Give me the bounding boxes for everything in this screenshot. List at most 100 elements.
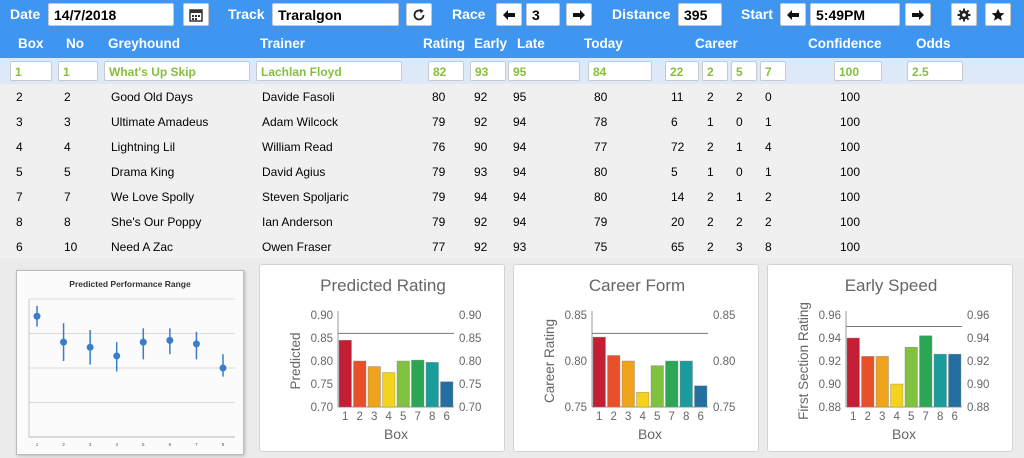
calendar-button[interactable] — [183, 3, 209, 26]
start-prev-button[interactable] — [780, 3, 806, 26]
cell-early: 92 — [474, 240, 488, 254]
header-early[interactable]: Early — [474, 36, 508, 51]
header-no[interactable]: No — [66, 36, 84, 51]
table-row[interactable]: 8 8 She's Our Poppy Ian Anderson 79 92 9… — [0, 209, 1024, 234]
cell-career-thirds: 4 — [765, 140, 772, 154]
cell-late: 94 — [513, 165, 527, 179]
selected-confidence-field[interactable]: 100 — [834, 61, 882, 81]
x-tick-label: 1 — [596, 411, 602, 423]
track-label: Track — [228, 6, 265, 22]
x-tick-label: 4 — [640, 411, 647, 423]
range-point — [166, 336, 174, 344]
start-time-input[interactable]: 5:49PM — [810, 3, 900, 26]
header-today[interactable]: Today — [584, 36, 623, 51]
header-box[interactable]: Box — [18, 36, 44, 51]
cell-confidence: 100 — [840, 140, 861, 154]
race-next-button[interactable] — [566, 3, 592, 26]
cell-confidence: 100 — [840, 190, 861, 204]
header-rating[interactable]: Rating — [423, 36, 465, 51]
y-tick-label-left: 0.90 — [819, 379, 841, 391]
range-point — [33, 312, 41, 320]
cell-greyhound: We Love Spolly — [111, 190, 195, 204]
cell-career-thirds: 2 — [765, 215, 772, 229]
chart-title: Predicted Performance Range — [69, 279, 191, 289]
bar — [607, 355, 621, 408]
range-point — [86, 343, 94, 351]
selected-greyhound-field[interactable]: What's Up Skip — [104, 61, 250, 81]
x-tick-label: 6 — [444, 411, 450, 423]
distance-label: Distance — [612, 6, 671, 22]
bar — [665, 360, 679, 408]
cell-trainer: Owen Fraser — [262, 240, 332, 254]
bar — [636, 392, 650, 408]
header-greyhound[interactable]: Greyhound — [108, 36, 181, 51]
selected-career-seconds-field[interactable]: 5 — [731, 61, 757, 81]
bar — [904, 346, 918, 408]
y-tick-label-left: 0.88 — [819, 402, 841, 414]
refresh-button[interactable] — [406, 3, 432, 26]
selected-trainer-field[interactable]: Lachlan Floyd — [256, 61, 402, 81]
race-prev-button[interactable] — [496, 3, 522, 26]
selected-career-thirds-field[interactable]: 7 — [760, 61, 786, 81]
header-career[interactable]: Career — [695, 36, 738, 51]
cell-career-wins: 2 — [707, 215, 714, 229]
settings-button[interactable] — [951, 3, 977, 26]
selected-early-field[interactable]: 93 — [470, 61, 506, 81]
x-tick-label: 6 — [698, 411, 704, 423]
y-tick-label-right: 0.96 — [967, 310, 989, 322]
cell-career-wins: 2 — [707, 140, 714, 154]
x-tick-label: 5 — [908, 411, 914, 423]
table-row[interactable]: 6 10 Need A Zac Owen Fraser 77 92 93 75 … — [0, 234, 1024, 259]
cell-career-starts: 14 — [671, 190, 685, 204]
cell-early: 92 — [474, 115, 488, 129]
cell-career-wins: 2 — [707, 240, 714, 254]
header-confidence[interactable]: Confidence — [808, 36, 882, 51]
x-tick-label: 7 — [669, 411, 675, 423]
header-late[interactable]: Late — [517, 36, 545, 51]
distance-input[interactable]: 395 — [678, 3, 722, 26]
header-trainer[interactable]: Trainer — [260, 36, 306, 51]
y-tick-label-left: 0.92 — [819, 356, 841, 368]
header-odds[interactable]: Odds — [916, 36, 951, 51]
cell-career-starts: 72 — [671, 140, 685, 154]
x-tick-label: 3 — [625, 411, 631, 423]
selected-no-field[interactable]: 1 — [58, 61, 98, 81]
cell-box: 2 — [16, 90, 23, 104]
table-row[interactable]: 5 5 Drama King David Agius 79 93 94 80 5… — [0, 159, 1024, 184]
table-row[interactable]: 4 4 Lightning Lil William Read 76 90 94 … — [0, 134, 1024, 159]
race-input[interactable]: 3 — [526, 3, 560, 26]
table-row[interactable]: 3 3 Ultimate Amadeus Adam Wilcock 79 92 … — [0, 109, 1024, 134]
bar — [411, 359, 425, 408]
y-tick-label-left: 0.75 — [565, 402, 587, 414]
arrow-right-icon — [912, 9, 924, 20]
charts-area: Predicted Performance Range 1 2 3 4 5 6 7 8 Pred… — [0, 258, 1024, 458]
selected-late-field[interactable]: 95 — [508, 61, 580, 81]
selected-today-field[interactable]: 84 — [588, 61, 652, 81]
range-point — [219, 364, 227, 372]
favorite-button[interactable] — [985, 3, 1011, 26]
table-row[interactable]: 2 2 Good Old Days Davide Fasoli 80 92 95… — [0, 84, 1024, 109]
x-tick-label: 2 — [62, 442, 65, 447]
star-icon — [991, 8, 1005, 21]
selected-rating-field[interactable]: 82 — [428, 61, 464, 81]
y-tick-label-right: 0.85 — [713, 310, 735, 322]
bar — [875, 356, 889, 408]
cell-early: 94 — [474, 190, 488, 204]
cell-greyhound: Need A Zac — [111, 240, 174, 254]
cell-career-starts: 5 — [671, 165, 678, 179]
track-input[interactable]: Traralgon — [272, 3, 399, 26]
selected-box-field[interactable]: 1 — [10, 61, 52, 81]
table-row-selected[interactable]: 1 1 What's Up Skip Lachlan Floyd 82 93 9… — [0, 58, 1024, 84]
table-row[interactable]: 7 7 We Love Spolly Steven Spoljaric 79 9… — [0, 184, 1024, 209]
date-input[interactable]: 14/7/2018 — [48, 3, 174, 26]
selected-career-wins-field[interactable]: 2 — [702, 61, 728, 81]
start-next-button[interactable] — [905, 3, 931, 26]
selected-odds-field[interactable]: 2.5 — [907, 61, 963, 81]
bar — [694, 385, 708, 408]
cell-early: 90 — [474, 140, 488, 154]
cell-career-seconds: 0 — [736, 165, 743, 179]
y-tick-label-left: 0.96 — [819, 310, 841, 322]
selected-career-starts-field[interactable]: 22 — [665, 61, 699, 81]
x-tick-label: 8 — [222, 442, 225, 447]
bar — [396, 360, 410, 408]
